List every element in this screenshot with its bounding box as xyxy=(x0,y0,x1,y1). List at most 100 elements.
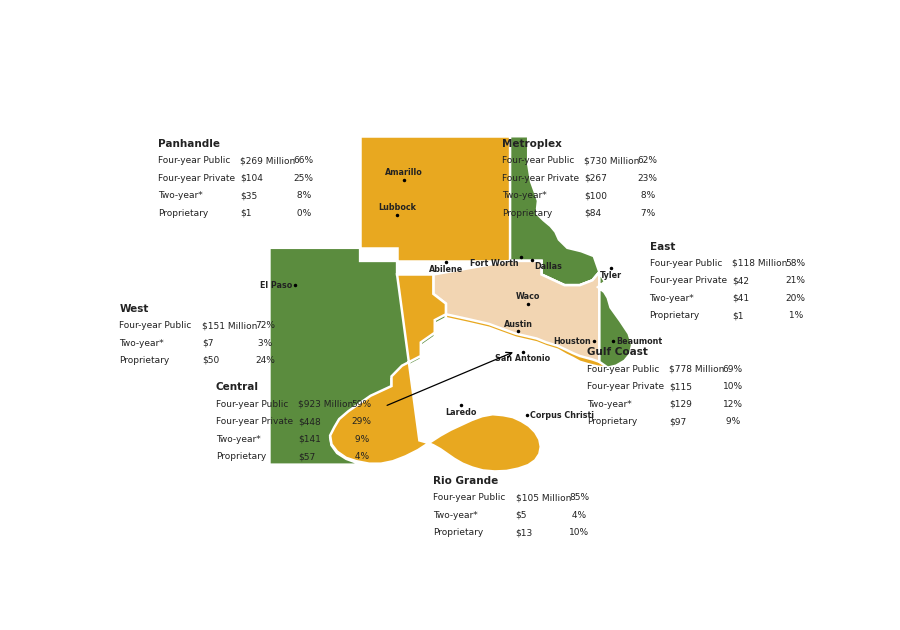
Text: 8%: 8% xyxy=(293,191,311,200)
Text: $84: $84 xyxy=(584,209,601,217)
Text: Abilene: Abilene xyxy=(428,265,463,274)
Text: $105 Million: $105 Million xyxy=(516,493,571,502)
Text: Four-year Public: Four-year Public xyxy=(120,321,192,330)
Text: $269 Million: $269 Million xyxy=(240,156,295,165)
Text: Two-year*: Two-year* xyxy=(434,511,478,520)
Text: Proprietary: Proprietary xyxy=(650,311,700,321)
Text: Proprietary: Proprietary xyxy=(158,209,208,217)
Text: Four-year Private: Four-year Private xyxy=(158,174,235,183)
Text: Proprietary: Proprietary xyxy=(434,528,483,537)
Text: Gulf Coast: Gulf Coast xyxy=(587,347,648,357)
Text: $778 Million: $778 Million xyxy=(669,365,725,374)
Text: $923 Million: $923 Million xyxy=(298,399,354,409)
Text: Four-year Public: Four-year Public xyxy=(587,365,659,374)
Text: Four-year Public: Four-year Public xyxy=(501,156,574,165)
Polygon shape xyxy=(269,248,446,465)
Text: 25%: 25% xyxy=(293,174,314,183)
Text: $129: $129 xyxy=(669,399,692,409)
Polygon shape xyxy=(598,272,632,368)
Text: Fort Worth: Fort Worth xyxy=(470,259,518,268)
Text: $1: $1 xyxy=(240,209,252,217)
Text: 0%: 0% xyxy=(293,209,311,217)
Text: 20%: 20% xyxy=(786,294,806,303)
Text: 9%: 9% xyxy=(723,417,740,426)
Text: El Paso: El Paso xyxy=(260,280,292,290)
Text: Two-year*: Two-year* xyxy=(216,435,260,444)
Text: 21%: 21% xyxy=(786,277,806,285)
Text: Laredo: Laredo xyxy=(446,408,477,417)
Text: Proprietary: Proprietary xyxy=(120,356,170,365)
Text: 9%: 9% xyxy=(352,435,369,444)
Text: 3%: 3% xyxy=(256,338,273,348)
Text: Beaumont: Beaumont xyxy=(616,337,662,346)
Text: $41: $41 xyxy=(732,294,749,303)
Text: $730 Million: $730 Million xyxy=(584,156,639,165)
Text: 62%: 62% xyxy=(638,156,658,165)
Polygon shape xyxy=(434,261,599,362)
Polygon shape xyxy=(360,136,510,261)
Text: Four-year Public: Four-year Public xyxy=(216,399,288,409)
Text: Austin: Austin xyxy=(504,320,533,329)
Text: Proprietary: Proprietary xyxy=(587,417,637,426)
Text: $1: $1 xyxy=(732,311,743,321)
Text: Two-year*: Two-year* xyxy=(501,191,546,200)
Text: 8%: 8% xyxy=(638,191,655,200)
Text: 24%: 24% xyxy=(256,356,275,365)
Text: $267: $267 xyxy=(584,174,607,183)
Text: $448: $448 xyxy=(298,417,320,426)
Text: 10%: 10% xyxy=(570,528,590,537)
Text: $97: $97 xyxy=(669,417,687,426)
Text: Panhandle: Panhandle xyxy=(158,139,220,149)
Text: Proprietary: Proprietary xyxy=(216,452,266,461)
Text: Dallas: Dallas xyxy=(535,262,562,272)
Text: Rio Grande: Rio Grande xyxy=(434,476,499,486)
Text: Two-year*: Two-year* xyxy=(650,294,694,303)
Text: Tyler: Tyler xyxy=(600,271,622,280)
Text: 29%: 29% xyxy=(352,417,372,426)
Text: Houston: Houston xyxy=(554,337,591,346)
Text: 4%: 4% xyxy=(352,452,369,461)
Text: 66%: 66% xyxy=(293,156,314,165)
Text: $151 Million: $151 Million xyxy=(202,321,257,330)
Text: Lubbock: Lubbock xyxy=(378,203,416,212)
Text: East: East xyxy=(650,241,675,251)
Text: 58%: 58% xyxy=(786,259,806,268)
Text: 4%: 4% xyxy=(570,511,587,520)
Text: $115: $115 xyxy=(669,382,692,391)
Text: $50: $50 xyxy=(202,356,219,365)
Text: Four-year Public: Four-year Public xyxy=(650,259,722,268)
Text: San Antonio: San Antonio xyxy=(495,354,550,363)
Text: Waco: Waco xyxy=(516,292,540,301)
Text: $5: $5 xyxy=(516,511,527,520)
Text: 72%: 72% xyxy=(256,321,275,330)
Text: $104: $104 xyxy=(240,174,263,183)
Text: $57: $57 xyxy=(298,452,315,461)
Text: Two-year*: Two-year* xyxy=(587,399,632,409)
Polygon shape xyxy=(330,275,541,471)
Text: $141: $141 xyxy=(298,435,321,444)
Text: $100: $100 xyxy=(584,191,607,200)
Text: West: West xyxy=(120,304,148,314)
Text: 69%: 69% xyxy=(723,365,742,374)
Text: Proprietary: Proprietary xyxy=(501,209,552,217)
Text: Amarillo: Amarillo xyxy=(385,168,423,178)
Text: Corpus Christi: Corpus Christi xyxy=(529,411,594,420)
Text: $35: $35 xyxy=(240,191,257,200)
Text: $7: $7 xyxy=(202,338,213,348)
Text: Two-year*: Two-year* xyxy=(120,338,164,348)
Text: $13: $13 xyxy=(516,528,533,537)
Text: 12%: 12% xyxy=(723,399,742,409)
Text: 10%: 10% xyxy=(723,382,742,391)
Text: Four-year Public: Four-year Public xyxy=(158,156,230,165)
Polygon shape xyxy=(434,261,632,368)
Text: Four-year Private: Four-year Private xyxy=(650,277,726,285)
Text: Two-year*: Two-year* xyxy=(158,191,202,200)
Text: 59%: 59% xyxy=(352,399,372,409)
Text: 85%: 85% xyxy=(570,493,590,502)
Text: Four-year Private: Four-year Private xyxy=(587,382,664,391)
Text: 23%: 23% xyxy=(638,174,658,183)
Text: $42: $42 xyxy=(732,277,749,285)
Text: Metroplex: Metroplex xyxy=(501,139,562,149)
Text: 1%: 1% xyxy=(786,311,803,321)
Polygon shape xyxy=(510,136,599,285)
